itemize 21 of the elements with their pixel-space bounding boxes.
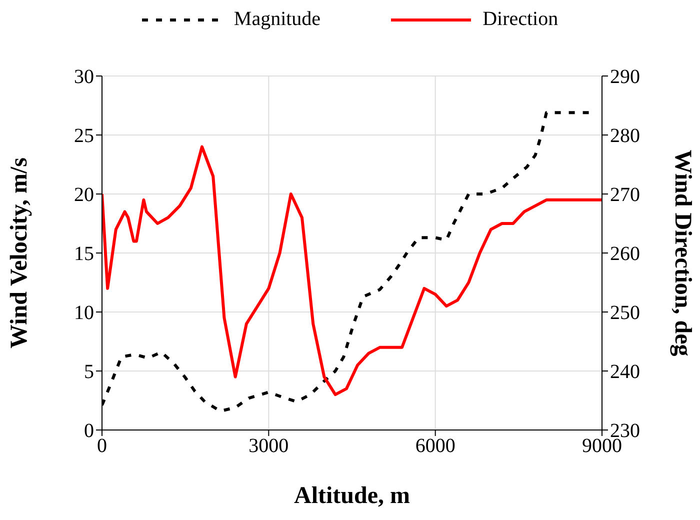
x-axis-title: Altitude, m [294, 483, 410, 509]
x-tick-label: 6000 [415, 435, 456, 458]
y-tick-label: 10 [74, 302, 94, 324]
y2-tick-label: 250 [610, 302, 640, 324]
y2-tick-label: 240 [610, 361, 640, 384]
y-tick-label: 0 [84, 420, 94, 442]
y-tick-label: 25 [74, 125, 94, 148]
x-tick-label: 3000 [248, 435, 289, 458]
y-tick-label: 20 [74, 184, 94, 206]
y-tick-label: 30 [74, 66, 94, 88]
legend-label: Direction [482, 8, 558, 31]
y2-tick-label: 270 [610, 184, 640, 206]
y-axis-title: Wind Velocity, m/s [6, 158, 33, 348]
y2-tick-label: 280 [610, 125, 640, 148]
y-tick-label: 15 [74, 243, 94, 266]
y2-tick-label: 260 [610, 243, 640, 266]
y2-axis-title: Wind Direction, deg [669, 150, 696, 356]
y-tick-label: 5 [84, 361, 94, 384]
legend-label: Magnitude [234, 8, 321, 31]
line-series [102, 145, 602, 396]
y2-tick-label: 290 [610, 66, 640, 88]
